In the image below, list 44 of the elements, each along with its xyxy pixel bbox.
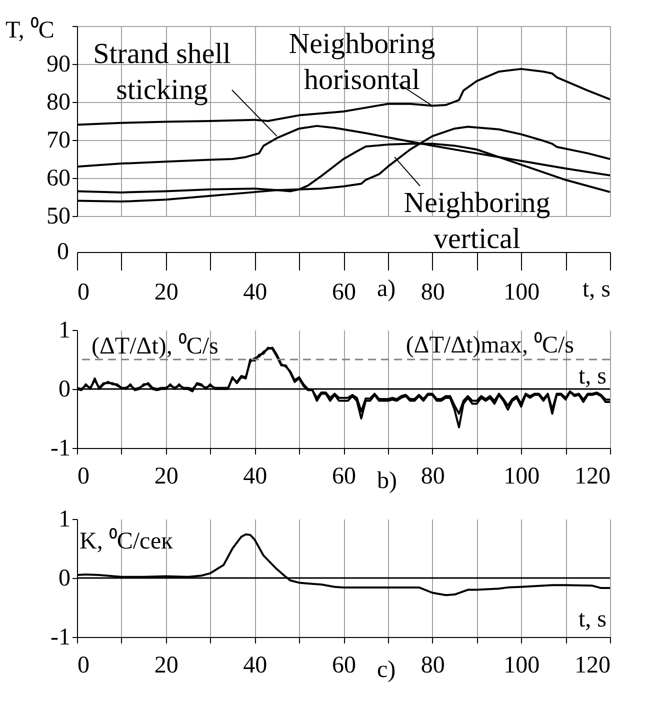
x-axis-title: t, s <box>582 276 610 302</box>
x-tick-label: 20 <box>154 280 178 306</box>
text: b) <box>377 468 397 494</box>
x-tick-label: 80 <box>420 464 445 490</box>
x-tick-label: 80 <box>420 280 445 306</box>
x-tick-label: 60 <box>332 464 356 490</box>
x-tick-label: 120 <box>574 652 610 678</box>
x-axis-title: t, s <box>578 606 606 632</box>
x-tick-label: 0 <box>78 652 90 678</box>
x-tick-label: 0 <box>78 280 90 306</box>
annotation: Neighboring horisontal <box>288 28 436 96</box>
y-tick-label: 1 <box>58 318 70 344</box>
annotation: Neighboring vertical <box>404 187 550 255</box>
y-tick-label: -1 <box>50 436 70 462</box>
text: c) <box>377 657 396 683</box>
x-axis-title: t, s <box>578 364 606 390</box>
annotation: Strand shell sticking <box>93 38 231 106</box>
x-tick-label: 60 <box>332 280 356 306</box>
y-tick-label: 0 <box>58 566 70 592</box>
x-tick-label: 40 <box>243 464 268 490</box>
text: a) <box>377 276 396 302</box>
x-tick-label: 40 <box>243 280 268 306</box>
x-tick-label: 120 <box>574 464 610 490</box>
x-tick-label: 100 <box>504 464 540 490</box>
x-tick-label: 100 <box>504 652 540 678</box>
ref-line-label: (ΔT/Δt)max, ⁰C/s <box>406 332 574 358</box>
x-tick-label: 20 <box>154 652 178 678</box>
y-axis-title: (ΔT/Δt), ⁰C/s <box>92 332 218 360</box>
x-tick-label: 100 <box>504 280 540 306</box>
x-tick-label: 80 <box>420 652 445 678</box>
y-tick-label: 0 <box>58 376 70 402</box>
x-tick-label: 20 <box>154 464 178 490</box>
y-tick-label: 90 <box>46 52 70 78</box>
y-tick-label: -1 <box>50 624 70 650</box>
y-axis-title: T, ⁰C <box>6 16 54 44</box>
y-tick-label: 70 <box>46 128 70 154</box>
x-tick-label: 40 <box>243 652 268 678</box>
y-axis-title: K, ⁰C/сек <box>80 528 174 554</box>
x-tick-label: 0 <box>78 464 90 490</box>
x-tick-label: 60 <box>332 652 356 678</box>
y-tick-label: 80 <box>46 90 70 116</box>
y-tick-label: 60 <box>46 166 70 192</box>
y-tick-label: 1 <box>58 506 70 532</box>
y-tick-label: 50 <box>46 204 70 230</box>
